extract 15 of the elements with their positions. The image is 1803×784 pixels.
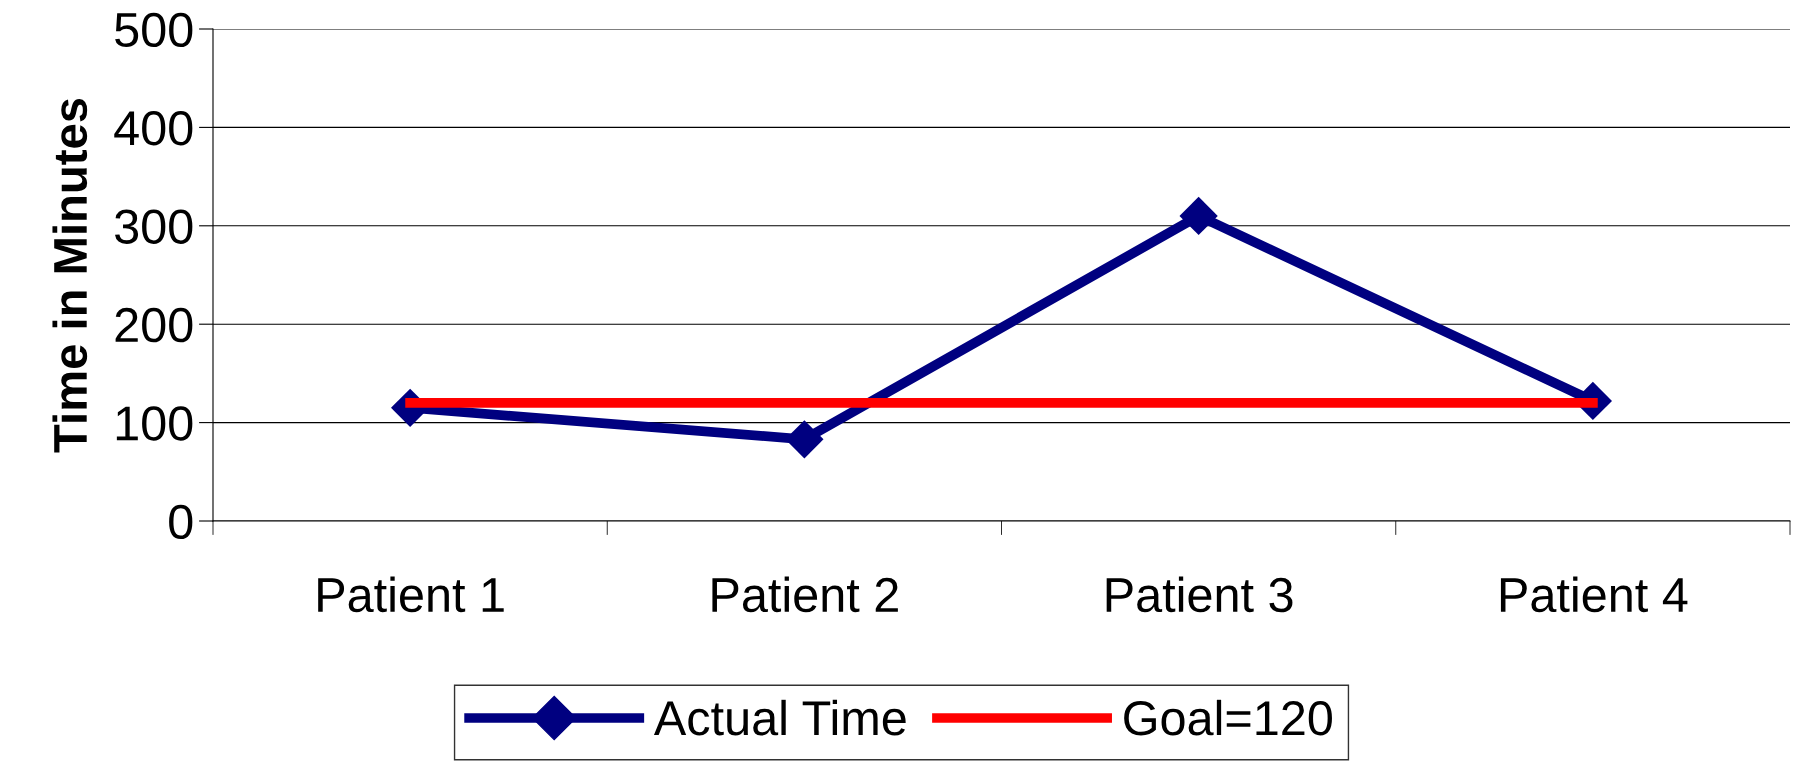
y-tick-label: 300 (115, 209, 193, 244)
x-tick-label: Patient 2 (712, 576, 898, 613)
x-tick-label: Patient 3 (1106, 576, 1293, 613)
y-tick-label: 200 (115, 307, 193, 343)
x-tick-label: Patient 4 (1500, 576, 1688, 613)
y-tick-label: 100 (116, 406, 193, 441)
point (785, 420, 824, 459)
y-tick-label: 0 (169, 504, 193, 540)
legend-label: Actual Time (653, 699, 906, 736)
point (1179, 196, 1218, 236)
y-tick-label: 400 (114, 111, 193, 146)
y-tick-label: 500 (115, 12, 193, 48)
y-axis-title: Time in Minutes (52, 98, 88, 453)
x-tick-label: Patient 1 (318, 576, 504, 613)
legend-label: Goal=120 (1124, 699, 1332, 736)
